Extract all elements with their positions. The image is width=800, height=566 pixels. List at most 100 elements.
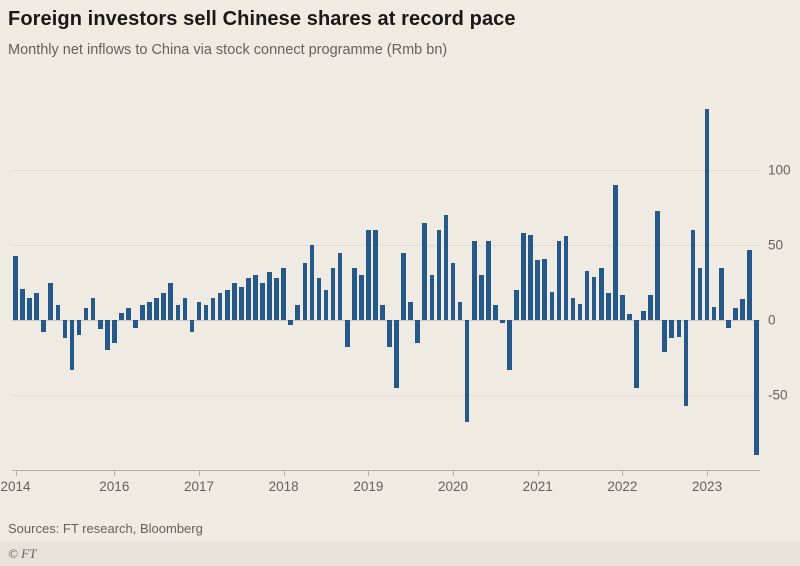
bar: [704, 108, 710, 320]
bar: [231, 282, 237, 320]
bar: [20, 288, 25, 320]
bar: [133, 320, 138, 328]
bar: [676, 320, 682, 337]
x-axis-label: 2014: [0, 479, 31, 494]
bar: [662, 320, 668, 352]
bar: [415, 320, 421, 343]
bar: [711, 306, 717, 320]
bar: [69, 320, 75, 370]
bar: [168, 282, 174, 320]
bar: [725, 320, 731, 328]
bar: [634, 320, 639, 388]
x-axis-tick: [707, 471, 709, 476]
bar: [330, 267, 336, 320]
x-axis-label: 2018: [268, 479, 299, 494]
y-axis-label: 0: [768, 312, 776, 328]
bar: [267, 272, 272, 320]
plot-area: 2014 2016 2017 2018 2019 2020 2021 2022 2023: [0, 95, 760, 494]
bar: [542, 258, 548, 320]
bar: [422, 222, 428, 320]
bar: [351, 267, 357, 320]
gridline: [12, 395, 760, 396]
sources-text: Sources: FT research, Bloomberg: [8, 521, 203, 536]
bar: [408, 302, 414, 320]
bar: [253, 275, 258, 320]
y-axis-label: 50: [768, 237, 784, 253]
x-axis-tick: [368, 471, 370, 476]
bar: [457, 302, 463, 320]
bar: [344, 320, 350, 347]
bar: [556, 240, 562, 320]
bar: [620, 294, 625, 320]
bar: [161, 293, 167, 320]
bar: [690, 230, 696, 320]
bar: [62, 320, 68, 338]
x-axis-tick: [15, 471, 17, 476]
bar: [224, 290, 230, 320]
x-axis-label: 2022: [607, 479, 638, 494]
bar: [147, 302, 152, 320]
x-axis-label: 2023: [692, 479, 723, 494]
bar: [563, 236, 569, 320]
chart-subtitle: Monthly net inflows to China via stock c…: [8, 42, 448, 58]
bar: [429, 275, 435, 320]
bar: [732, 308, 738, 320]
bar: [450, 263, 456, 320]
x-axis-tick: [537, 471, 539, 476]
bar: [740, 299, 745, 320]
bar: [90, 297, 96, 320]
x-axis-tick: [283, 471, 285, 476]
x-axis-label: 2017: [183, 479, 215, 494]
bar: [485, 240, 491, 320]
bar: [387, 320, 392, 347]
bar: [754, 320, 759, 455]
bar: [196, 302, 202, 320]
bar: [577, 303, 583, 320]
x-axis-tick: [453, 471, 455, 476]
bar: [648, 294, 653, 320]
bar: [514, 290, 519, 320]
bar: [41, 320, 47, 332]
bar: [584, 270, 590, 320]
bar: [535, 260, 541, 320]
bar: [436, 230, 442, 320]
bar: [182, 297, 188, 320]
bar: [591, 276, 597, 320]
bar: [76, 320, 82, 335]
bar: [83, 308, 89, 320]
y-axis-label: -50: [768, 387, 788, 403]
bar: [281, 267, 286, 320]
bar: [471, 240, 477, 320]
bar: [570, 297, 576, 320]
bar: [641, 311, 646, 320]
bar: [747, 249, 752, 320]
gridline: [12, 170, 760, 171]
chart-title: Foreign investors sell Chinese shares at…: [8, 8, 516, 30]
bar: [154, 297, 159, 320]
bar: [13, 255, 18, 320]
bar: [380, 305, 385, 320]
bar: [549, 291, 555, 320]
gridline: [12, 245, 760, 246]
bar: [507, 320, 512, 370]
bar: [669, 320, 675, 338]
bar: [104, 320, 110, 350]
bar: [718, 267, 724, 320]
bar: [366, 230, 371, 320]
bar: [627, 314, 632, 320]
bar: [111, 320, 117, 343]
bar: [478, 275, 484, 320]
y-axis-label: 100: [768, 162, 791, 178]
bar: [97, 320, 103, 329]
bar: [683, 320, 689, 406]
bar: [598, 267, 604, 320]
gridline: [12, 320, 760, 321]
bar: [126, 308, 131, 320]
bar: [189, 320, 195, 332]
x-axis-label: 2016: [99, 479, 130, 494]
bar: [239, 287, 244, 320]
bar: [394, 320, 399, 388]
bar: [528, 234, 533, 320]
bar: [443, 215, 449, 320]
